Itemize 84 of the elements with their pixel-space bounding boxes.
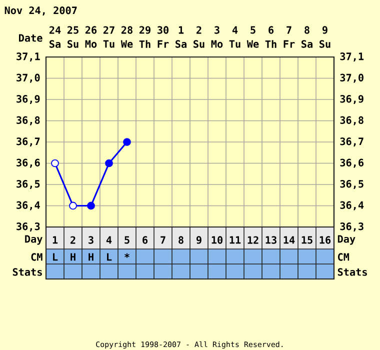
text: Stats <box>12 268 42 276</box>
text: Date <box>19 34 42 42</box>
x-tick-label: 14 <box>284 236 295 244</box>
y2-tick-label: 37,1 <box>340 52 364 62</box>
text: Stats <box>338 268 367 276</box>
x2-tick-label: 1 <box>178 26 184 34</box>
text: Tu <box>229 40 240 48</box>
x-tick-label: 4 <box>106 236 112 244</box>
y-tick-label: 36,4 <box>16 201 40 210</box>
y2-tick-label: 36,8 <box>340 116 364 126</box>
point <box>69 202 77 210</box>
text: Th <box>139 40 150 48</box>
text: Th <box>265 40 276 48</box>
text: Day <box>338 235 356 245</box>
text: H <box>88 253 94 261</box>
y-tick-label: 36,9 <box>16 95 40 104</box>
x-tick-label: 11 <box>230 236 241 244</box>
y-tick-label: 36,8 <box>16 116 40 126</box>
y2-tick-label: 36,9 <box>340 95 364 104</box>
x-tick-label: 10 <box>212 236 222 244</box>
x-tick-label: 15 <box>302 236 312 244</box>
x2-tick-label: 7 <box>286 26 292 34</box>
text: CM <box>31 253 42 261</box>
x2-tick-label: 29 <box>139 26 150 34</box>
x2-tick-label: 3 <box>214 26 220 34</box>
x-tick-label: 2 <box>70 236 76 244</box>
text: Mo <box>85 40 97 48</box>
y-tick-label: 36,6 <box>16 158 40 168</box>
x2-tick-label: 27 <box>103 26 114 34</box>
x2-tick-label: 5 <box>250 26 256 34</box>
x-tick-label: 5 <box>124 236 130 244</box>
text: We <box>120 40 133 48</box>
text: Sa <box>302 40 312 48</box>
text: Su <box>320 40 330 48</box>
x2-tick-label: 26 <box>85 26 97 34</box>
y-tick-label: 36,3 <box>16 222 40 232</box>
point <box>51 159 59 168</box>
y-tick-label: 36,5 <box>16 180 40 189</box>
text: CM <box>338 253 350 261</box>
x2-tick-label: 4 <box>232 26 238 34</box>
text: Day <box>25 235 42 245</box>
text: Su <box>68 40 78 48</box>
text: H <box>70 253 76 261</box>
x-tick-label: 6 <box>142 236 148 244</box>
x2-tick-label: 24 <box>49 26 61 34</box>
x-tick-label: 13 <box>266 236 276 244</box>
x-tick-label: 16 <box>320 236 331 244</box>
text: Sa <box>176 40 186 48</box>
text: L <box>107 253 112 261</box>
y-tick-label: 37,1 <box>16 52 40 62</box>
x2-tick-label: 9 <box>322 26 328 34</box>
text: We <box>246 40 259 48</box>
x2-tick-label: 25 <box>67 26 78 34</box>
text: L <box>53 253 58 261</box>
y-tick-label: 36,7 <box>16 138 40 146</box>
x-tick-label: 12 <box>248 236 258 244</box>
x-tick-label: 9 <box>196 236 202 244</box>
text: Mo <box>211 40 223 48</box>
y-tick-label: 37,0 <box>16 74 40 83</box>
x2-tick-label: 6 <box>268 26 274 34</box>
point <box>123 138 131 146</box>
x-tick-label: 3 <box>88 236 94 244</box>
text: Sa <box>50 40 60 48</box>
y2-tick-label: 36,6 <box>340 158 364 168</box>
y2-tick-label: 36,5 <box>340 180 364 189</box>
text: Fr <box>158 40 169 48</box>
text: Su <box>194 40 204 48</box>
y2-tick-label: 36,4 <box>340 201 364 210</box>
chart-title: Nov 24, 2007 <box>4 6 77 16</box>
x-tick-label: 7 <box>160 236 166 244</box>
text: Fr <box>284 40 295 48</box>
x2-tick-label: 30 <box>158 26 168 34</box>
text: Tu <box>103 40 114 48</box>
x-tick-label: 8 <box>178 236 184 244</box>
text: * <box>124 253 130 258</box>
x-tick-label: 1 <box>52 236 58 244</box>
x2-tick-label: 2 <box>196 26 202 34</box>
x2-tick-label: 28 <box>121 26 132 34</box>
point <box>105 159 113 168</box>
point <box>87 202 95 210</box>
y2-tick-label: 36,7 <box>340 138 364 146</box>
y2-tick-label: 36,3 <box>340 222 364 232</box>
x2-tick-label: 8 <box>304 26 310 34</box>
y2-tick-label: 37,0 <box>340 74 364 83</box>
